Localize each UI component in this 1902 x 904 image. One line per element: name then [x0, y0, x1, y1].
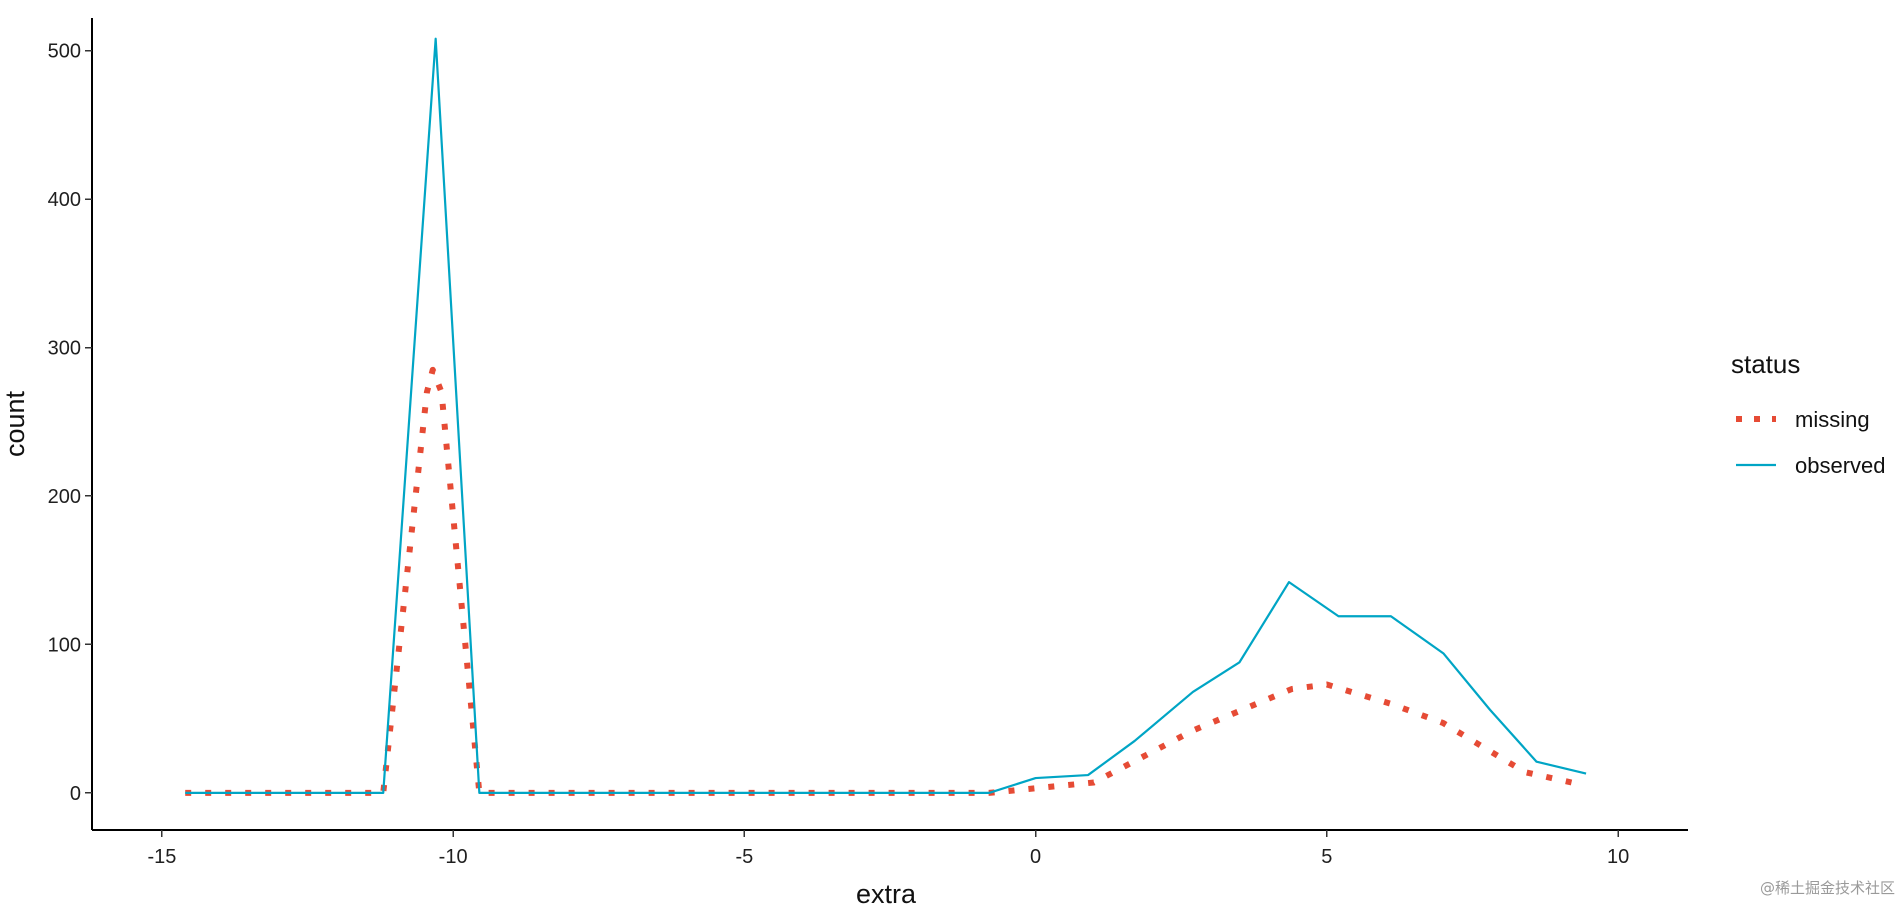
- legend-title: status: [1731, 349, 1800, 379]
- y-tick-label: 100: [48, 634, 81, 656]
- legend: status missing observed: [1731, 349, 1886, 478]
- y-tick-label: 300: [48, 338, 81, 360]
- data-point-missing: [1192, 730, 1194, 732]
- x-tick-label: -5: [735, 846, 753, 868]
- data-point-missing: [1524, 771, 1526, 773]
- legend-label-missing: missing: [1795, 407, 1870, 432]
- y-tick-label: 0: [70, 783, 81, 805]
- y-axis-title: count: [0, 390, 30, 457]
- legend-label-observed: observed: [1795, 453, 1886, 478]
- x-tick-label: 0: [1030, 846, 1041, 868]
- x-tick-label: 10: [1607, 846, 1629, 868]
- x-tick-label: -10: [439, 846, 468, 868]
- x-axis-title: extra: [856, 879, 917, 904]
- y-tick-label: 200: [48, 486, 81, 508]
- watermark: @稀土掘金技术社区: [1760, 879, 1895, 897]
- plot-layer: [185, 37, 1587, 796]
- x-tick-label: -15: [147, 846, 176, 868]
- data-point-missing: [1390, 703, 1392, 705]
- data-point-missing: [440, 391, 442, 393]
- y-tick-label: 400: [48, 189, 81, 211]
- series-line-missing: [185, 366, 1573, 796]
- series-line-observed: [185, 37, 1587, 794]
- x-tick-label: 5: [1321, 846, 1332, 868]
- y-tick-label: 500: [48, 41, 81, 63]
